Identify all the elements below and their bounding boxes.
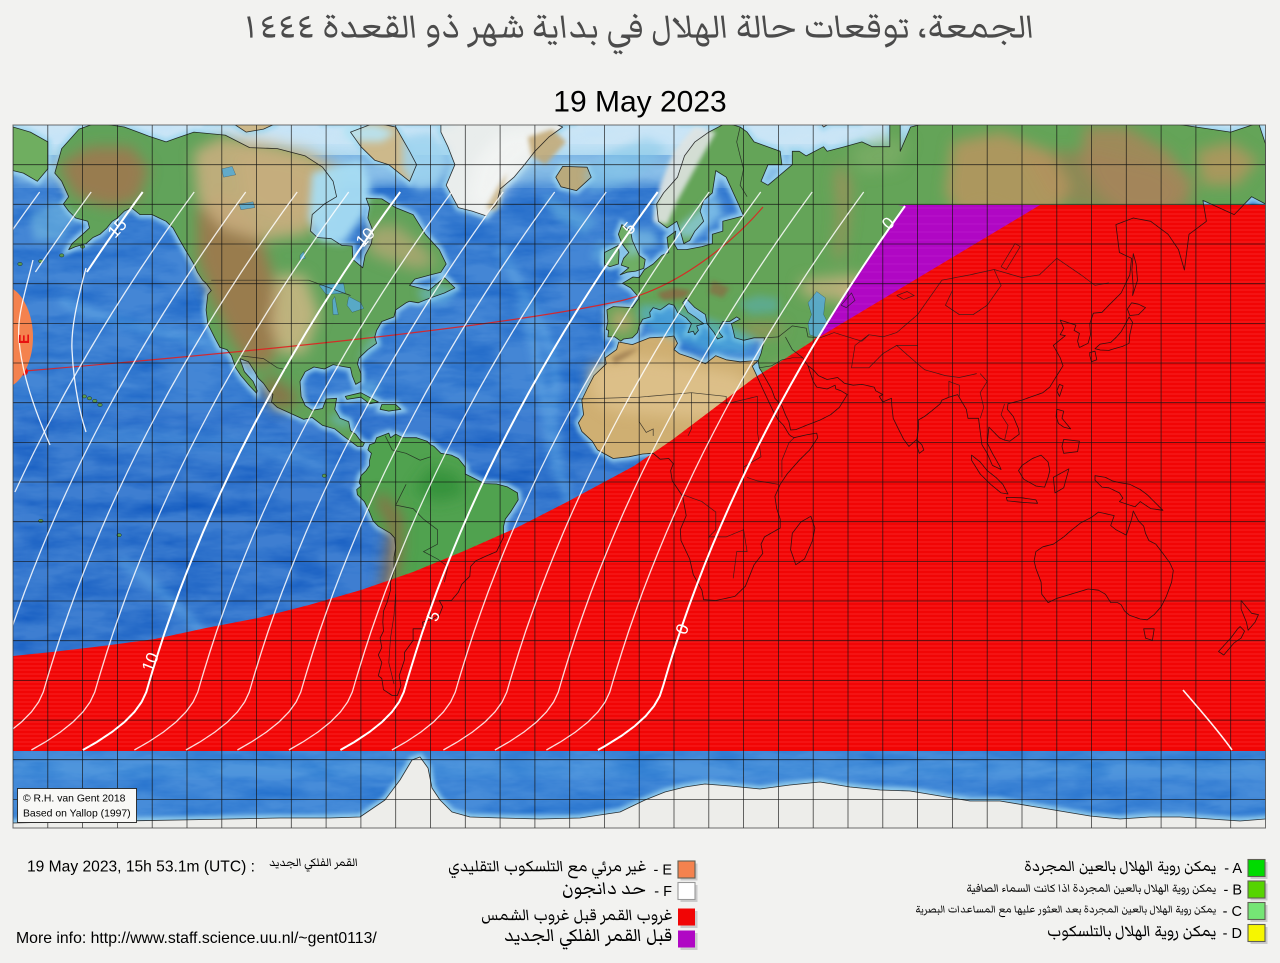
svg-text:© R.H. van Gent 2018: © R.H. van Gent 2018 [23,794,126,805]
svg-text:- B: - B [1223,883,1242,899]
svg-text:- F: - F [654,884,672,900]
svg-text:19 May 2023: 19 May 2023 [553,86,726,119]
svg-text:E: E [16,334,33,344]
svg-text:- A: - A [1224,861,1242,877]
svg-text:- C: - C [1223,904,1242,920]
svg-text:Based on Yallop (1997): Based on Yallop (1997) [23,809,131,820]
svg-text:- D: - D [1223,926,1242,942]
svg-text:19 May 2023, 15h 53.1m (UTC) :: 19 May 2023, 15h 53.1m (UTC) : [27,859,255,876]
svg-text:More info: http://www.staff.sc: More info: http://www.staff.science.uu.n… [16,930,377,947]
svg-text:- E: - E [653,863,672,879]
